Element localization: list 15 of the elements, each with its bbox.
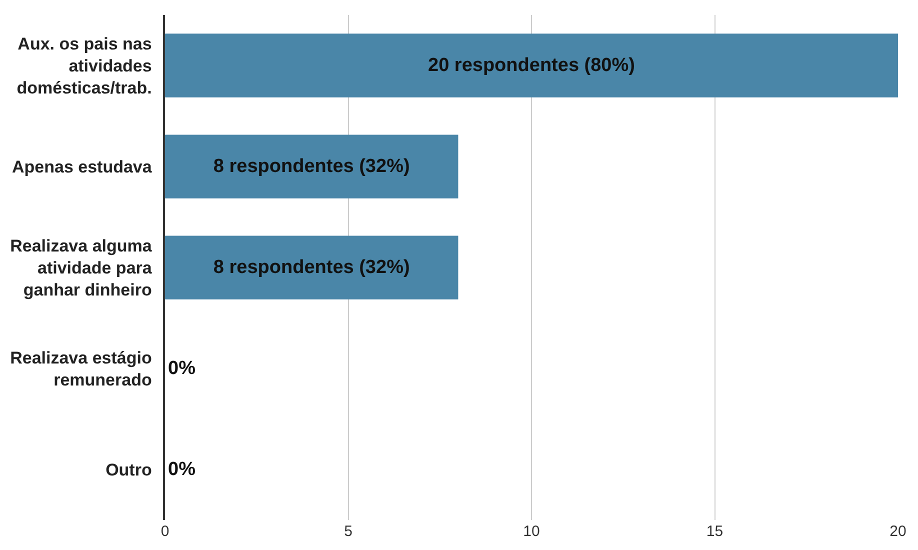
y-tick-label: Outro xyxy=(106,460,152,480)
x-tick-label: 10 xyxy=(523,523,540,540)
x-tick-label: 15 xyxy=(706,523,724,540)
y-tick-label: Aux. os pais nas atividades domésticas/trab. xyxy=(16,34,152,98)
x-tick-label: 5 xyxy=(344,523,352,540)
y-tick-label: Realizava alguma atividade para ganhar dinheiro xyxy=(10,236,152,300)
y-tick-label: Realizava estágio remunerado xyxy=(10,348,152,390)
data-label: 0% xyxy=(168,358,196,380)
x-tick-label: 20 xyxy=(890,523,906,540)
data-label: 8 respondentes (32%) xyxy=(213,257,410,278)
y-tick-label: Apenas estudava xyxy=(12,157,152,176)
x-tick-label: 0 xyxy=(160,523,170,540)
data-label: 0% xyxy=(168,459,196,480)
data-label: 20 respondentes (80%) xyxy=(428,55,635,76)
data-label: 8 respondentes (32%) xyxy=(213,156,410,178)
